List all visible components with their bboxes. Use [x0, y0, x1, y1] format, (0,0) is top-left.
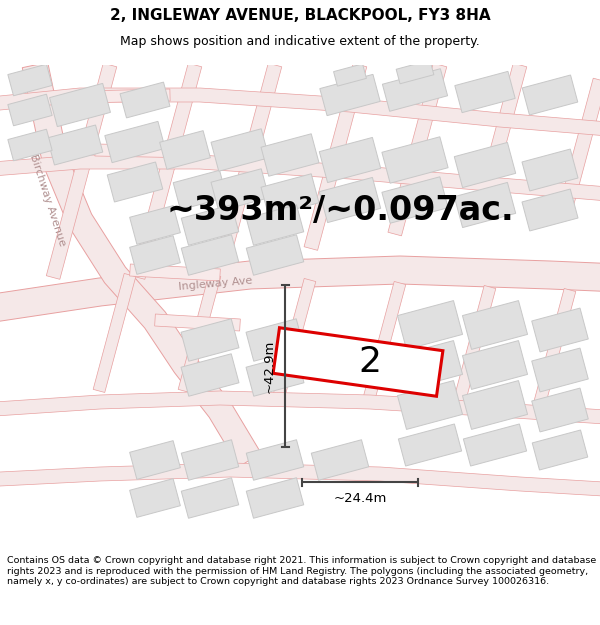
- Polygon shape: [131, 63, 202, 279]
- Polygon shape: [463, 341, 527, 389]
- Text: 2, INGLEWAY AVENUE, BLACKPOOL, FY3 8HA: 2, INGLEWAY AVENUE, BLACKPOOL, FY3 8HA: [110, 8, 490, 22]
- Polygon shape: [363, 281, 406, 401]
- Polygon shape: [463, 301, 527, 349]
- Polygon shape: [334, 64, 367, 86]
- Polygon shape: [178, 274, 221, 392]
- Text: Contains OS data © Crown copyright and database right 2021. This information is : Contains OS data © Crown copyright and d…: [7, 556, 596, 586]
- Polygon shape: [130, 236, 181, 274]
- Polygon shape: [398, 424, 461, 466]
- Polygon shape: [396, 60, 434, 84]
- Polygon shape: [50, 83, 110, 127]
- Polygon shape: [160, 131, 211, 169]
- Polygon shape: [261, 134, 319, 176]
- Polygon shape: [173, 170, 227, 210]
- Polygon shape: [397, 341, 463, 389]
- Polygon shape: [47, 125, 103, 165]
- Polygon shape: [522, 189, 578, 231]
- Text: ~393m²/~0.097ac.: ~393m²/~0.097ac.: [166, 194, 514, 226]
- Polygon shape: [130, 264, 220, 281]
- Polygon shape: [397, 301, 463, 349]
- Text: Birchway Avenue: Birchway Avenue: [28, 152, 68, 248]
- Polygon shape: [532, 348, 588, 392]
- Polygon shape: [0, 88, 600, 137]
- Polygon shape: [0, 391, 600, 425]
- Polygon shape: [455, 71, 515, 112]
- Polygon shape: [319, 138, 381, 182]
- Polygon shape: [319, 177, 381, 222]
- Text: Ingleway Ave: Ingleway Ave: [178, 276, 253, 292]
- Polygon shape: [311, 440, 369, 480]
- Polygon shape: [46, 63, 117, 279]
- Polygon shape: [261, 174, 319, 216]
- Polygon shape: [246, 319, 304, 361]
- Polygon shape: [181, 440, 239, 480]
- Polygon shape: [181, 235, 239, 275]
- Text: ~42.9m: ~42.9m: [263, 339, 275, 392]
- Polygon shape: [120, 82, 170, 118]
- Polygon shape: [130, 206, 181, 244]
- Polygon shape: [155, 314, 241, 331]
- Text: 2: 2: [359, 345, 382, 379]
- Polygon shape: [453, 286, 496, 404]
- Polygon shape: [0, 155, 600, 202]
- Polygon shape: [246, 440, 304, 480]
- Polygon shape: [181, 354, 239, 396]
- Polygon shape: [107, 162, 163, 202]
- Polygon shape: [246, 354, 304, 396]
- Polygon shape: [130, 441, 181, 479]
- Polygon shape: [93, 274, 136, 392]
- Polygon shape: [8, 64, 52, 96]
- Polygon shape: [80, 89, 170, 103]
- Polygon shape: [181, 319, 239, 361]
- Polygon shape: [8, 129, 52, 161]
- Polygon shape: [8, 94, 52, 126]
- Polygon shape: [130, 479, 181, 518]
- Polygon shape: [246, 235, 304, 275]
- Polygon shape: [388, 63, 447, 236]
- Polygon shape: [382, 137, 448, 183]
- Polygon shape: [320, 74, 380, 116]
- Polygon shape: [181, 478, 239, 518]
- Polygon shape: [217, 63, 282, 260]
- Polygon shape: [0, 256, 600, 324]
- Polygon shape: [304, 63, 367, 251]
- Polygon shape: [463, 381, 527, 429]
- Polygon shape: [211, 129, 269, 171]
- Polygon shape: [463, 424, 527, 466]
- Polygon shape: [533, 289, 576, 408]
- Polygon shape: [382, 177, 448, 223]
- Polygon shape: [397, 381, 463, 429]
- Polygon shape: [105, 121, 165, 162]
- Polygon shape: [532, 430, 588, 470]
- Polygon shape: [522, 75, 578, 115]
- Polygon shape: [472, 63, 527, 221]
- Polygon shape: [95, 144, 200, 158]
- Polygon shape: [454, 182, 516, 228]
- Polygon shape: [181, 205, 239, 245]
- Polygon shape: [532, 388, 588, 432]
- Polygon shape: [273, 279, 316, 398]
- Text: Map shows position and indicative extent of the property.: Map shows position and indicative extent…: [120, 36, 480, 48]
- Polygon shape: [246, 478, 304, 518]
- Polygon shape: [211, 169, 269, 211]
- Polygon shape: [246, 205, 304, 245]
- Polygon shape: [532, 308, 588, 352]
- Polygon shape: [382, 69, 448, 111]
- Polygon shape: [522, 149, 578, 191]
- Polygon shape: [454, 142, 516, 188]
- Polygon shape: [273, 328, 443, 396]
- Polygon shape: [0, 463, 600, 497]
- Text: ~24.4m: ~24.4m: [334, 492, 386, 506]
- Polygon shape: [22, 62, 261, 467]
- Polygon shape: [557, 78, 600, 217]
